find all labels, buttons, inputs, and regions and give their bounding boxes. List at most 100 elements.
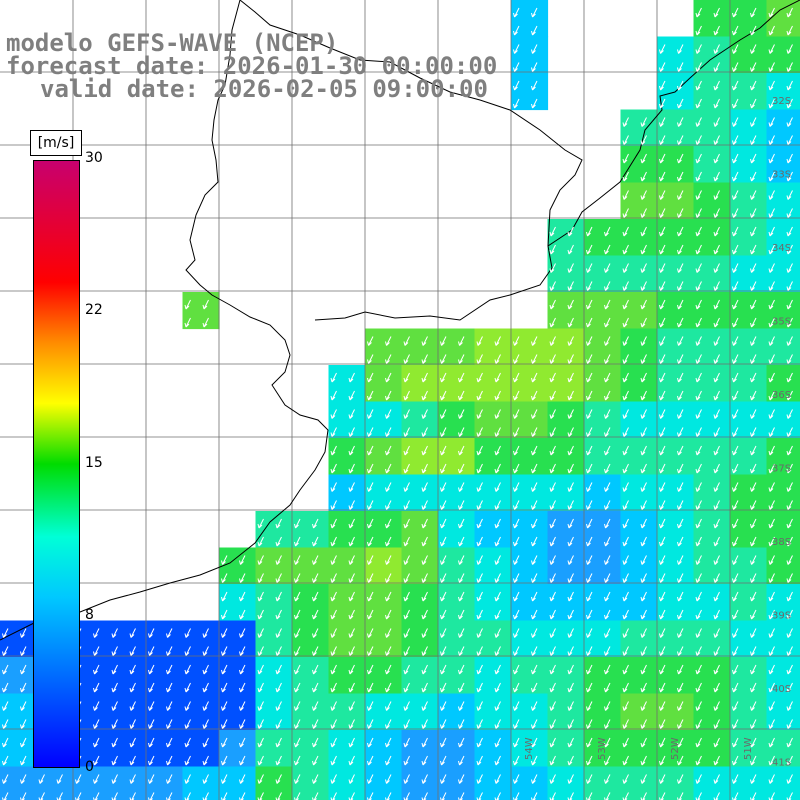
wind-arrow [239, 609, 246, 620]
wind-arrow [421, 518, 428, 529]
wind-arrow [768, 573, 775, 583]
wind-arrow [786, 299, 793, 310]
wind-arrow [786, 409, 793, 419]
wind-cell [693, 730, 731, 768]
wind-arrow [695, 463, 702, 474]
wind-arrow [294, 664, 301, 675]
wind-arrow [312, 755, 319, 766]
wind-cell [657, 584, 695, 622]
latitude-label: 37S [772, 464, 791, 475]
wind-arrow [659, 372, 666, 383]
wind-arrow [111, 701, 118, 711]
wind-arrow [659, 646, 666, 656]
wind-cell [620, 584, 658, 622]
wind-cell [730, 657, 768, 695]
wind-arrow [531, 518, 538, 529]
wind-arrow [513, 518, 520, 529]
wind-arrow [586, 573, 593, 583]
latitude-label: 32S [772, 96, 791, 107]
wind-arrow [421, 573, 428, 583]
wind-arrow [330, 409, 337, 419]
wind-arrow [768, 372, 775, 383]
wind-arrow [421, 737, 428, 748]
wind-arrow [586, 500, 593, 510]
wind-arrow [586, 427, 593, 437]
wind-arrow [549, 445, 556, 456]
model-title: modelo GEFS-WAVE (NCEP) [6, 29, 339, 57]
latitude-label: 36S [772, 390, 791, 401]
wind-arrow [348, 445, 355, 456]
wind-arrow [567, 609, 574, 620]
wind-arrow [476, 409, 483, 419]
wind-arrow [458, 701, 465, 711]
wind-arrow [221, 664, 228, 675]
wind-arrow [348, 664, 355, 675]
wind-cell [657, 474, 695, 512]
wind-arrow [440, 774, 447, 784]
wind-arrow [659, 445, 666, 456]
wind-arrow [604, 463, 611, 474]
wind-cell [620, 292, 658, 330]
wind-cell [182, 693, 220, 731]
wind-cell [693, 474, 731, 512]
wind-arrow [166, 682, 173, 693]
wind-arrow [367, 555, 374, 565]
wind-cell [547, 730, 585, 768]
wind-arrow [567, 390, 574, 401]
wind-arrow [458, 536, 465, 547]
wind-arrow [713, 317, 720, 328]
wind-arrow [403, 354, 410, 364]
wind-arrow [239, 774, 246, 784]
wind-arrow [184, 646, 191, 656]
wind-arrow [330, 463, 337, 474]
wind-arrow [786, 317, 793, 328]
wind-cell [0, 730, 38, 768]
wind-cell [474, 474, 512, 512]
wind-arrow [640, 463, 647, 474]
wind-arrow [20, 682, 27, 693]
wind-arrow [403, 336, 410, 346]
wind-cell [547, 620, 585, 658]
wind-arrow [732, 208, 739, 218]
wind-arrow [659, 62, 666, 72]
wind-cell [365, 547, 403, 585]
wind-arrow [695, 664, 702, 675]
wind-cell [730, 730, 768, 768]
wind-cell [511, 401, 549, 439]
wind-arrow [513, 591, 520, 602]
wind-arrow [531, 354, 538, 364]
wind-arrow [440, 755, 447, 766]
wind-arrow [586, 719, 593, 729]
wind-arrow [221, 591, 228, 602]
wind-arrow [348, 646, 355, 656]
wind-arrow [367, 573, 374, 583]
wind-arrow [713, 44, 720, 54]
wind-cell [182, 766, 220, 800]
wind-arrow [695, 153, 702, 164]
wind-arrow [476, 555, 483, 565]
wind-cell [401, 474, 439, 512]
wind-arrow [202, 317, 209, 328]
wind-arrow [458, 482, 465, 492]
wind-cell [730, 401, 768, 439]
wind-arrow [786, 482, 793, 492]
wind-arrow [421, 372, 428, 383]
wind-cell [219, 730, 257, 768]
wind-cell [693, 511, 731, 549]
wind-arrow [385, 646, 392, 656]
wind-arrow [750, 190, 757, 200]
wind-arrow [713, 628, 720, 638]
wind-arrow [93, 628, 100, 638]
wind-arrow [622, 171, 629, 182]
wind-cell [730, 620, 768, 658]
wind-arrow [786, 263, 793, 273]
wind-arrow [312, 536, 319, 547]
wind-cell [255, 547, 293, 585]
wind-arrow [659, 190, 666, 200]
wind-cell [766, 766, 800, 800]
wind-cell [657, 657, 695, 695]
wind-arrow [659, 555, 666, 565]
wind-cell [292, 657, 330, 695]
wind-arrow [367, 463, 374, 474]
wind-arrow [677, 354, 684, 364]
